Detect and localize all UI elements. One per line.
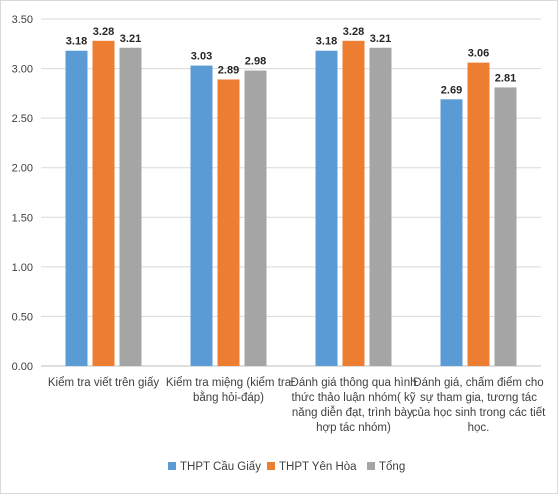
bar [369, 47, 392, 366]
y-tick-label: 0.00 [12, 361, 33, 373]
data-label: 3.03 [191, 51, 212, 63]
category-label: Kiểm tra viết trên giấy [48, 377, 159, 389]
legend-swatch [267, 462, 275, 470]
data-label: 2.81 [495, 72, 516, 84]
category-label-line: của học sinh trong các tiết [412, 407, 546, 419]
legend-swatch [168, 462, 176, 470]
legend-label: THPT Cầu Giấy [180, 461, 261, 473]
y-tick-label: 2.50 [12, 113, 33, 125]
bar [315, 50, 338, 367]
category-label: Đánh giá, chấm điểm cho sự tham gia, tươn… [412, 377, 546, 434]
bar [119, 47, 142, 366]
bar [92, 40, 115, 366]
y-tick-label: 2.00 [12, 163, 33, 175]
bar [190, 65, 213, 367]
data-label: 2.98 [245, 56, 266, 68]
bar [467, 62, 490, 366]
data-label: 3.28 [343, 26, 364, 38]
bar [217, 79, 240, 366]
category-label-line: thức thảo luận nhóm( kỹ [291, 392, 415, 404]
category-label-line: Kiểm tra miệng (kiểm tra [166, 377, 292, 389]
bar [342, 40, 365, 366]
category-label-line: Kiểm tra viết trên giấy [48, 377, 159, 389]
data-label: 2.69 [441, 84, 462, 96]
y-tick-label: 1.50 [12, 212, 33, 224]
data-label: 3.18 [316, 36, 337, 48]
bar [244, 70, 267, 366]
y-tick-label: 0.50 [12, 311, 33, 323]
data-label: 3.28 [93, 26, 114, 38]
category-label-line: sự tham gia, tương tác [420, 392, 537, 404]
category-label-line: hợp tác nhóm) [316, 422, 391, 434]
legend-label: Tổng [379, 461, 405, 473]
data-label: 2.89 [218, 64, 239, 76]
category-label-line: học. [468, 422, 490, 434]
bar [494, 87, 517, 366]
data-label: 3.21 [120, 33, 141, 45]
y-tick-label: 1.00 [12, 262, 33, 274]
data-label: 3.18 [66, 36, 87, 48]
bar [65, 50, 88, 367]
data-label: 3.21 [370, 33, 391, 45]
category-label-line: Đánh giá thông qua hình [291, 377, 417, 389]
category-label: Kiểm tra miệng (kiểm tra bằng hỏi-đáp) [166, 377, 292, 404]
legend-swatch [367, 462, 375, 470]
category-label: Đánh giá thông qua hình thức thảo luận nh… [291, 377, 417, 434]
data-label: 3.06 [468, 48, 489, 60]
category-label-line: năng diễn đạt, trình bày, [292, 406, 415, 419]
bar [440, 99, 463, 366]
legend-label: THPT Yên Hòa [279, 461, 357, 473]
y-tick-label: 3.00 [12, 64, 33, 76]
y-tick-label: 3.50 [12, 14, 33, 26]
category-label-line: Đánh giá, chấm điểm cho [413, 377, 543, 389]
category-label-line: bằng hỏi-đáp) [193, 391, 264, 404]
